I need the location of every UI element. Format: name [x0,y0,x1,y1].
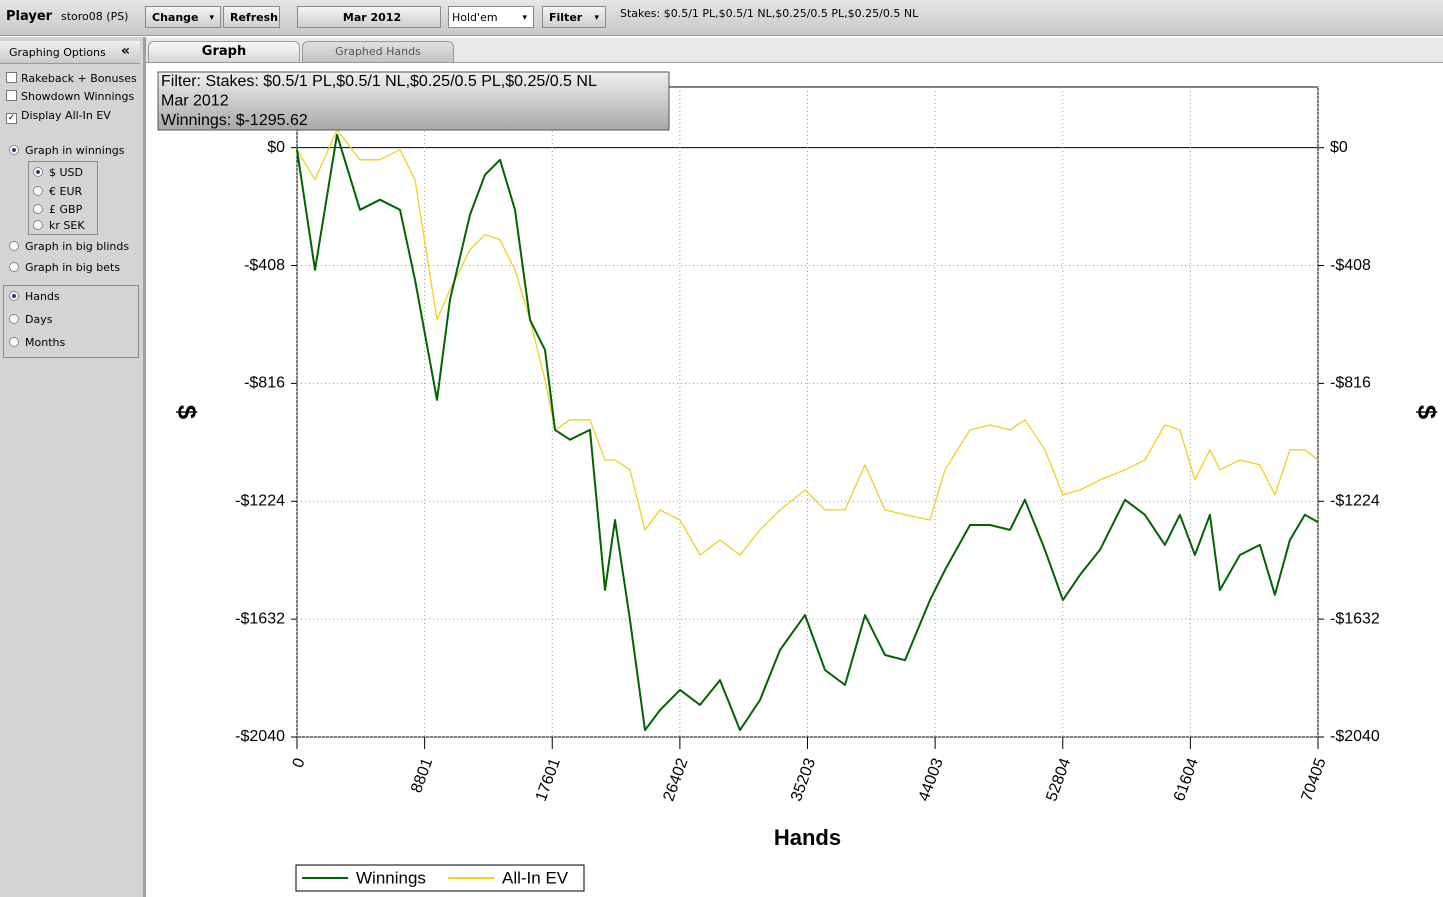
tab[interactable]: Graphed Hands [302,41,454,62]
change-button[interactable]: Change [145,6,221,29]
annotation: Mar 2012 [161,93,229,110]
radio[interactable] [9,337,19,347]
y-axis-label: $ [1412,405,1442,420]
game-select[interactable]: Hold'em [448,6,534,29]
radio-label: kr SEK [49,219,85,232]
y-tick-label: -$408 [244,257,285,274]
y-tick-label: $0 [267,139,285,156]
radio-item[interactable]: Months [9,335,65,351]
checkbox-item[interactable]: Display All-In EV [6,108,111,124]
radio-item[interactable]: € EUR [33,184,82,200]
radio-label: £ GBP [49,203,83,216]
refresh-button[interactable]: Refresh [223,6,280,28]
x-tick-label: 44003 [916,756,947,804]
toolbar: Player storo08 (PS) Change Refresh Mar 2… [0,0,1443,36]
radio-label: € EUR [49,185,83,198]
radio-label: Hands [25,290,60,303]
x-tick-label: 35203 [788,756,819,804]
y-tick-label: -$1224 [235,492,285,509]
radio[interactable] [33,167,43,177]
radio[interactable] [9,314,19,324]
filter-button[interactable]: Filter [542,6,606,29]
x-tick-label: 0 [290,756,309,770]
x-axis-label: Hands [774,825,841,850]
radio-item[interactable]: Days [9,312,52,328]
x-tick-label: 17601 [533,756,564,804]
checkbox-item[interactable]: Rakeback + Bonuses [6,71,137,87]
y-tick-label: $0 [1330,139,1348,156]
radio-item[interactable]: $ USD [33,165,83,181]
radio[interactable] [9,291,19,301]
options-title: Graphing Options [9,46,106,59]
annotation-box [157,71,670,131]
series-line [296,133,1319,732]
radio-label: Graph in big blinds [25,240,130,253]
series-line [296,129,1319,556]
y-tick-label: -$1632 [235,610,285,627]
y-axis-label: $ [172,405,202,420]
radio-label: Graph in winnings [25,144,125,157]
x-tick-label: 52804 [1043,756,1074,804]
x-tick-label: 70405 [1299,756,1330,804]
date-button[interactable]: Mar 2012 [297,6,441,28]
y-tick-label: -$816 [244,375,285,392]
checkbox-label: Showdown Winnings [21,90,135,103]
options-header: Graphing Options « [0,41,140,64]
radio[interactable] [9,241,19,251]
radio-item[interactable]: £ GBP [33,202,82,218]
radio-item[interactable]: kr SEK [33,218,85,234]
annotation: Winnings: $-1295.62 [161,112,308,129]
y-tick-label: -$408 [1330,257,1371,274]
legend: Winnings All-In EV [295,864,585,892]
legend-label: Winnings [356,868,426,887]
checkbox[interactable] [6,90,17,101]
sidebar: Graphing Options « Rakeback + Bonuses Sh… [0,37,146,897]
radio-item[interactable]: Graph in big bets [9,260,120,276]
radio-label: Days [25,313,53,326]
y-tick-label: -$1224 [1330,492,1380,509]
checkbox-item[interactable]: Showdown Winnings [6,89,134,105]
radio[interactable] [9,145,19,155]
x-unit-group: Hands Days Months [3,285,139,358]
tab[interactable]: Graph [148,41,300,62]
x-tick-label: 26402 [660,756,691,804]
y-tick-label: -$2040 [235,728,285,745]
checkbox[interactable] [6,113,17,124]
checkbox-label: Rakeback + Bonuses [21,72,137,85]
radio[interactable] [9,262,19,272]
stakes-text: Stakes: $0.5/1 PL,$0.5/1 NL,$0.25/0.5 PL… [620,7,919,20]
player-name: storo08 (PS) [61,10,129,23]
chart: $0 $0 -$408 -$408 -$816 -$816 -$1224 -$1224 -$16… [157,71,1442,892]
checkbox-label: Display All-In EV [21,109,111,122]
radio-item[interactable]: Hands [9,289,60,305]
tab-bar: Graph Graphed Hands [146,38,1443,63]
x-tick-label: 61604 [1171,756,1202,804]
radio[interactable] [33,204,43,214]
radio-label: $ USD [49,166,83,179]
radio-item[interactable]: Graph in winnings [9,143,125,159]
radio-label: Months [25,336,66,349]
x-tick-label: 8801 [408,756,436,795]
y-tick-label: -$816 [1330,375,1371,392]
legend-label: All-In EV [502,868,569,887]
currency-group: $ USD € EUR £ GBP kr SEK [28,161,98,235]
y-tick-label: -$1632 [1330,610,1380,627]
collapse-button[interactable]: « [121,43,131,59]
checkbox[interactable] [6,72,17,83]
radio-item[interactable]: Graph in big blinds [9,239,129,255]
player-label: Player [6,9,53,24]
radio-label: Graph in big bets [25,261,121,274]
radio[interactable] [33,186,43,196]
y-tick-label: -$2040 [1330,728,1380,745]
annotation: Filter: Stakes: $0.5/1 PL,$0.5/1 NL,$0.2… [161,73,597,90]
radio[interactable] [33,220,43,230]
